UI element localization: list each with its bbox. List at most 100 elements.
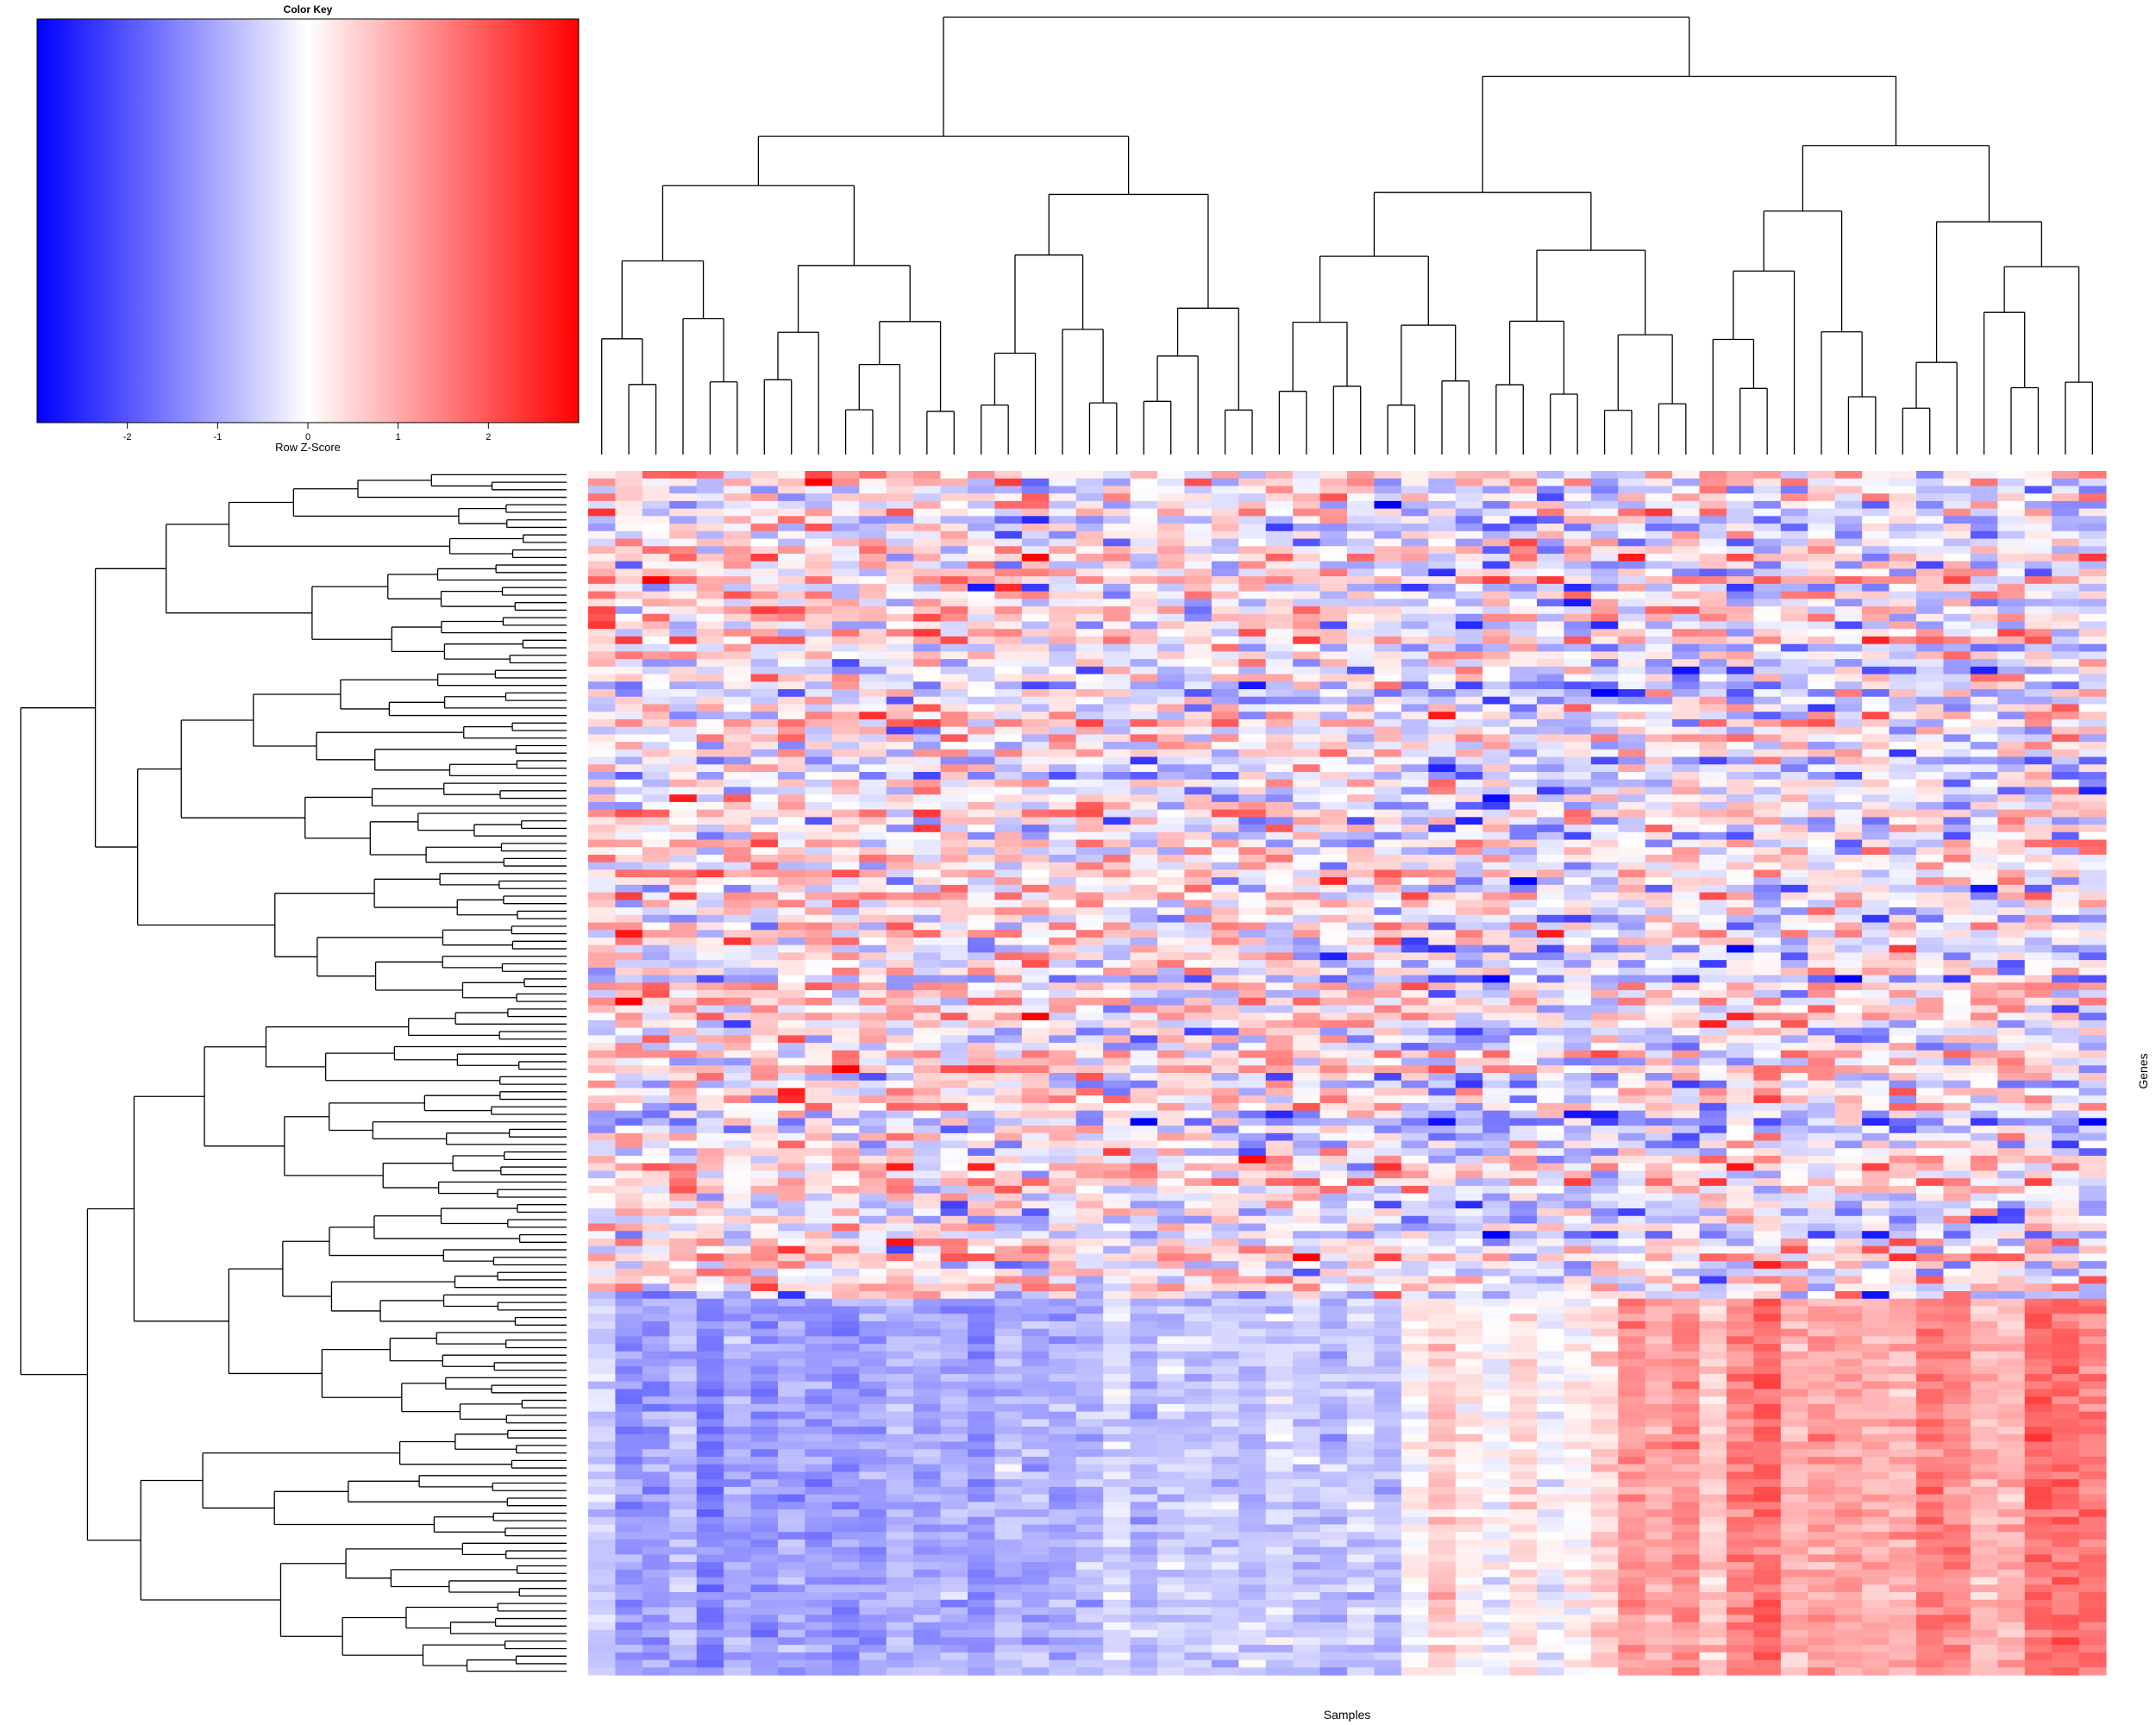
heatmap-cell xyxy=(588,599,617,607)
heatmap-cell xyxy=(1970,1019,1998,1029)
heatmap-cell xyxy=(1265,930,1294,938)
heatmap-cell xyxy=(1943,922,1971,931)
heatmap-cell xyxy=(859,471,887,480)
heatmap-cell xyxy=(805,975,833,983)
heatmap-cell xyxy=(805,1027,833,1036)
heatmap-cell xyxy=(724,900,752,908)
heatmap-cell xyxy=(588,704,617,712)
heatmap-cell xyxy=(913,576,942,585)
heatmap-cell xyxy=(1618,674,1646,682)
heatmap-cell xyxy=(2024,756,2053,765)
heatmap-cell xyxy=(1157,583,1186,593)
heatmap-cell xyxy=(1970,922,1998,931)
heatmap-cell xyxy=(1374,1013,1402,1021)
heatmap-cell xyxy=(1834,659,1863,668)
heatmap-cell xyxy=(1455,674,1483,682)
heatmap-cell xyxy=(1537,809,1565,818)
heatmap-cell xyxy=(1645,884,1673,894)
heatmap-cell xyxy=(1021,990,1050,999)
heatmap-cell xyxy=(1319,756,1348,765)
heatmap-cell xyxy=(669,877,698,886)
heatmap-cell xyxy=(886,636,914,645)
heatmap-cell xyxy=(1075,553,1104,562)
heatmap-cell xyxy=(1699,922,1727,931)
heatmap-cell xyxy=(1455,937,1483,946)
heatmap-cell xyxy=(859,500,887,510)
heatmap-cell xyxy=(1889,922,1917,931)
heatmap-cell xyxy=(1808,629,1836,637)
heatmap-cell xyxy=(1130,516,1158,524)
heatmap-cell xyxy=(1564,561,1592,570)
heatmap-cell xyxy=(1808,524,1836,532)
heatmap-cell xyxy=(940,546,968,555)
heatmap-cell xyxy=(1862,952,1890,961)
heatmap-cell xyxy=(1401,629,1429,637)
heatmap-cell xyxy=(1862,538,1890,547)
heatmap-cell xyxy=(1970,508,1998,517)
heatmap-cell xyxy=(1075,794,1104,803)
heatmap-cell xyxy=(1672,689,1701,698)
heatmap-cell xyxy=(831,742,860,750)
heatmap-cell xyxy=(1347,606,1376,615)
heatmap-cell xyxy=(1889,900,1917,908)
heatmap-cell xyxy=(1889,712,1917,720)
heatmap-cell xyxy=(642,831,670,841)
heatmap-cell xyxy=(2078,809,2107,818)
heatmap-cell xyxy=(1455,779,1483,788)
heatmap-cell xyxy=(1075,975,1104,983)
heatmap-cell xyxy=(1590,944,1619,953)
heatmap-cell xyxy=(1293,825,1321,833)
heatmap-cell xyxy=(696,553,724,562)
heatmap-cell xyxy=(1103,689,1131,698)
heatmap-cell xyxy=(1808,508,1836,517)
heatmap-cell xyxy=(1970,892,1998,900)
heatmap-cell xyxy=(2024,1013,2053,1021)
heatmap-cell xyxy=(1021,944,1050,953)
heatmap-cell xyxy=(1455,922,1483,931)
heatmap-cell xyxy=(1970,756,1998,765)
heatmap-cell xyxy=(1211,712,1239,720)
heatmap-cell xyxy=(615,756,643,765)
heatmap-cell xyxy=(1293,712,1321,720)
heatmap-cell xyxy=(778,809,806,818)
heatmap-cell xyxy=(724,831,752,841)
heatmap-cell xyxy=(859,486,887,494)
heatmap-cell xyxy=(724,568,752,577)
heatmap-cell xyxy=(1103,681,1131,690)
heatmap-cell xyxy=(615,854,643,863)
heatmap-cell xyxy=(1564,982,1592,991)
heatmap-cell xyxy=(1401,486,1429,494)
heatmap-cell xyxy=(1075,809,1104,818)
heatmap-cell xyxy=(1727,914,1755,924)
heatmap-cell xyxy=(913,516,942,524)
heatmap-cell xyxy=(642,530,670,540)
heatmap-cell xyxy=(2052,967,2080,976)
heatmap-cell xyxy=(724,689,752,698)
heatmap-cell xyxy=(1103,508,1131,517)
heatmap-cell xyxy=(1537,606,1565,615)
heatmap-cell xyxy=(940,508,968,517)
heatmap-cell xyxy=(1618,967,1646,976)
heatmap-cell xyxy=(886,960,914,969)
heatmap-cell xyxy=(669,651,698,660)
heatmap-cell xyxy=(1943,734,1971,743)
heatmap-cell xyxy=(1455,508,1483,517)
heatmap-cell xyxy=(696,809,724,818)
heatmap-cell xyxy=(1428,493,1457,502)
heatmap-cell xyxy=(1455,718,1483,728)
heatmap-cell xyxy=(1319,681,1348,690)
heatmap-cell xyxy=(1265,500,1294,510)
heatmap-cell xyxy=(642,1043,670,1051)
heatmap-cell xyxy=(1211,674,1239,682)
heatmap-cell xyxy=(1265,524,1294,532)
heatmap-cell xyxy=(588,500,617,510)
heatmap-cell xyxy=(2078,772,2107,781)
heatmap-cell xyxy=(994,982,1023,991)
heatmap-cell xyxy=(1808,712,1836,720)
heatmap-cell xyxy=(1997,606,2026,615)
heatmap-cell xyxy=(1997,712,2026,720)
heatmap-cell xyxy=(1075,801,1104,811)
heatmap-cell xyxy=(696,1050,724,1059)
heatmap-cell xyxy=(1727,636,1755,645)
heatmap-cell xyxy=(1157,726,1186,735)
